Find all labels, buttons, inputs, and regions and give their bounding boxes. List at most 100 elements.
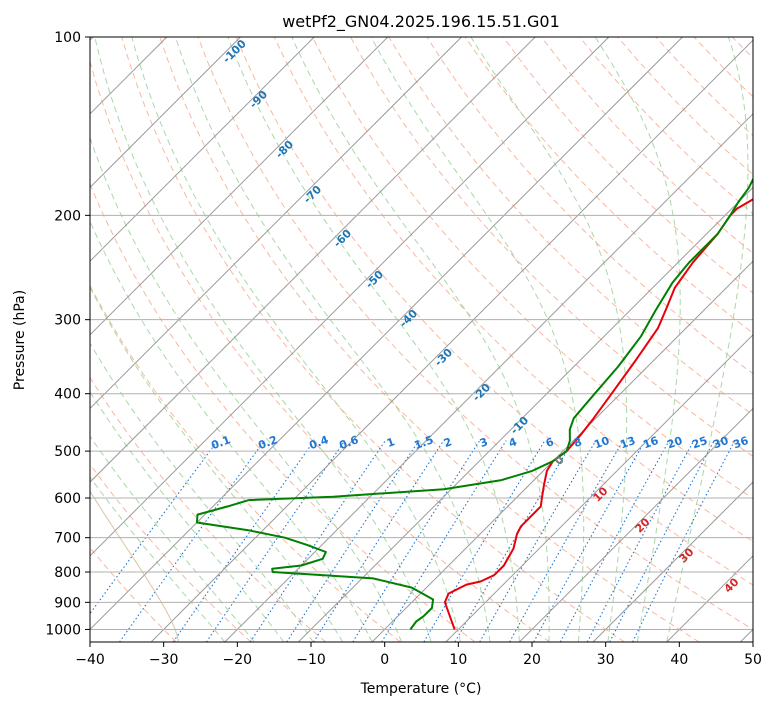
mixing-ratio-label: 25 xyxy=(690,434,709,451)
plot-frame xyxy=(89,36,754,643)
isotherm-line xyxy=(90,37,683,631)
y-tick-label: 1000 xyxy=(45,622,81,638)
dry-adiabat-line xyxy=(90,376,327,642)
isotherm-line xyxy=(592,481,753,642)
y-tick-label: 400 xyxy=(54,387,81,403)
dry-adiabat-line xyxy=(235,37,753,586)
mixing-ratio-label: 16 xyxy=(641,434,660,452)
mixing-ratio-line xyxy=(632,440,736,642)
chart-title: wetPf2_GN04.2025.196.15.51.G01 xyxy=(282,12,560,32)
mixing-ratio-line xyxy=(119,440,265,642)
dry-adiabat-line xyxy=(502,37,753,294)
mixing-ratio-line xyxy=(479,440,597,642)
isotherm-line xyxy=(445,334,753,642)
x-tick-label: 20 xyxy=(523,652,541,668)
x-tick-label: −20 xyxy=(223,652,253,668)
temperature-profile-line xyxy=(443,198,753,630)
isotherm-line xyxy=(519,407,753,642)
moist-adiabat-line xyxy=(227,37,520,642)
isotherm-line xyxy=(150,39,753,642)
mixing-ratio-line xyxy=(249,440,386,642)
mixing-ratio-label: 36 xyxy=(731,434,750,452)
y-tick-label: 200 xyxy=(54,208,81,224)
dry-adiabat-line xyxy=(197,37,753,630)
x-tick-label: −40 xyxy=(75,652,105,668)
isotherm-line xyxy=(371,260,753,642)
mixing-ratio-line xyxy=(286,440,420,642)
x-axis-title: Temperature (°C) xyxy=(360,681,482,697)
mixing-ratio-label: 0.6 xyxy=(337,433,360,452)
y-tick-label: 700 xyxy=(54,531,81,547)
moist-adiabat-line xyxy=(90,476,226,642)
y-axis-title: Pressure (hPa) xyxy=(12,290,28,390)
moist-adiabat-line xyxy=(90,435,255,642)
isotherm-line xyxy=(298,186,753,642)
mixing-ratio-label: 1.5 xyxy=(412,433,435,452)
reference-curve xyxy=(90,490,179,642)
profile-lines xyxy=(195,177,753,630)
moist-adiabat-line xyxy=(291,37,550,642)
mixing-ratio-label: 2 xyxy=(442,435,454,450)
dry-adiabat-line xyxy=(273,37,753,543)
moist-adiabat-line xyxy=(175,37,491,642)
mixing-ratio-label: 13 xyxy=(618,434,637,451)
mixing-ratio-line xyxy=(205,440,346,642)
isotherm-line xyxy=(90,37,389,336)
moist-adiabat-line xyxy=(90,391,285,642)
y-tick-label: 100 xyxy=(54,30,81,46)
moist-adiabat-line xyxy=(90,342,314,642)
y-tick-label: 300 xyxy=(54,313,81,329)
y-tick-label: 900 xyxy=(54,595,81,611)
moist-adiabat-line xyxy=(666,37,749,642)
isotherm-line xyxy=(224,113,753,642)
background-lines xyxy=(90,37,753,642)
x-tick-label: 10 xyxy=(449,652,467,668)
mixing-ratio-label: 3 xyxy=(478,435,490,450)
mixing-ratio-line xyxy=(533,440,646,642)
moist-adiabat-line xyxy=(131,37,461,642)
x-tick-label: 0 xyxy=(380,652,389,668)
mixing-ratio-label: 4 xyxy=(507,435,519,450)
x-tick-label: 30 xyxy=(597,652,615,668)
dry-adiabat-line xyxy=(312,37,753,500)
y-tick-label: 600 xyxy=(54,491,81,507)
y-tick-label: 800 xyxy=(54,565,81,581)
mixing-ratio-label: 30 xyxy=(711,434,730,452)
isotherm-line xyxy=(90,37,462,410)
isotherm-line xyxy=(90,37,315,262)
mixing-ratio-label: 1 xyxy=(385,435,397,450)
mixing-ratio-line xyxy=(423,440,546,642)
isotherm-line xyxy=(90,37,241,189)
mixing-ratio-label: 20 xyxy=(665,434,684,452)
mixing-ratio-line xyxy=(90,440,219,615)
dry-adiabat-line xyxy=(121,37,625,642)
moist-adiabat-line xyxy=(90,219,373,642)
x-tick-label: 40 xyxy=(670,652,688,668)
y-tick-label: 500 xyxy=(54,444,81,460)
x-tick-label: 50 xyxy=(744,652,762,668)
dry-adiabat-line xyxy=(159,37,700,642)
mixing-ratio-line xyxy=(509,440,624,642)
mixing-ratio-line xyxy=(454,440,574,642)
y-axis: 100 200 300 400 500 600 700 800 900 1000 xyxy=(45,30,90,638)
plot-area: -100-90-80-70-60-50-40-30-20-10010203040… xyxy=(90,37,753,642)
dry-adiabat-line xyxy=(90,59,551,642)
isotherm-line xyxy=(90,37,536,483)
x-tick-label: −10 xyxy=(296,652,326,668)
mixing-ratio-line xyxy=(172,440,315,642)
mixing-ratio-label: 0.1 xyxy=(209,433,232,452)
mixing-ratio-label: 8 xyxy=(572,435,584,450)
moist-adiabat-line xyxy=(94,37,432,642)
moist-adiabat-line xyxy=(470,37,628,642)
mixing-ratio-line xyxy=(352,440,481,642)
x-tick-label: −30 xyxy=(149,652,179,668)
dry-adiabat-line xyxy=(90,463,252,642)
mixing-ratio-line xyxy=(313,440,445,642)
mixing-ratio-label: 10 xyxy=(592,434,611,452)
mixing-ratio-line xyxy=(559,440,670,642)
x-axis: −40 −30 −20 −10 0 10 20 30 40 50 xyxy=(75,642,762,668)
moist-adiabat-line xyxy=(370,37,585,642)
mixing-ratio-label: 6 xyxy=(544,435,556,450)
